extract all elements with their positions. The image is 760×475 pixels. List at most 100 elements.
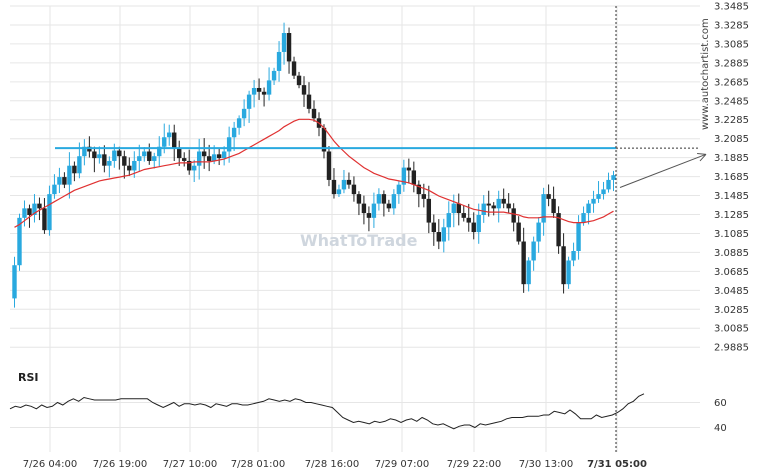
candle [82,139,87,166]
candle [62,172,67,189]
candle [391,189,397,215]
candle [246,90,252,123]
price-axis: 3.3485 3.3285 3.3085 3.2885 3.2685 3.2485 3.22… [714,2,749,354]
candle [561,233,566,294]
candle [591,190,596,213]
candle [416,180,422,208]
candle [32,194,37,223]
x-tick-label: 7/29 07:00 [375,459,429,470]
candle [256,78,262,100]
grid-lines [10,5,700,452]
y-tick-label: 3.1885 [714,153,749,164]
candle [201,138,207,169]
y-tick-label: 3.2885 [714,58,749,69]
candle [12,256,17,308]
candle [311,100,317,122]
candle [172,124,177,162]
candle [556,206,561,254]
candle [261,87,267,107]
y-tick-label: 3.0685 [714,267,749,278]
x-tick-label: 7/31 05:00 [587,459,647,470]
y-tick-label: 3.3285 [714,20,749,31]
candle [596,181,601,203]
x-tick-label: 7/30 13:00 [519,459,573,470]
candle [586,200,591,225]
candle [17,213,22,271]
y-tick-label: 3.3485 [714,2,749,13]
candle [506,193,511,214]
candle [606,172,611,193]
candle [231,121,237,151]
candle [441,218,446,253]
candle [511,203,516,232]
candle [371,192,377,228]
candle [72,161,77,182]
candle [92,146,97,173]
candle [461,205,466,222]
candle [117,146,122,170]
candle [531,236,536,271]
x-tick-label: 7/29 22:00 [447,459,501,470]
x-tick-label: 7/26 19:00 [93,459,147,470]
candle [536,217,541,253]
y-tick-label: 3.1285 [714,210,749,221]
candle [107,156,112,178]
candle [336,184,342,197]
candle [566,256,571,289]
candle [221,146,227,166]
rsi-tick-label: 40 [714,423,727,434]
moving-average-line [14,118,614,228]
candle [491,202,496,216]
candle [251,79,257,108]
candle [241,99,247,127]
rsi-tick-label: 60 [714,398,727,409]
candle [97,146,102,164]
candle [526,257,531,292]
forecast-arrow [619,152,707,188]
candle [182,152,187,167]
y-tick-label: 3.2285 [714,115,749,126]
watermark: WhatToTrade [300,231,418,250]
brand-label: www.autochartist.com [700,18,711,130]
candle [321,124,327,159]
candle [521,227,526,293]
candle [366,206,372,232]
y-tick-label: 3.2685 [714,77,749,88]
candle [376,188,382,211]
y-tick-label: 3.1485 [714,191,749,202]
candle [167,124,172,146]
y-tick-label: 3.1685 [714,172,749,183]
time-axis: 7/26 04:00 7/26 19:00 7/27 10:00 7/28 01:00… [23,459,647,470]
candle [466,203,471,232]
candle [381,190,387,217]
rsi-line [9,393,645,430]
x-tick-label: 7/26 04:00 [23,459,77,470]
candle [346,172,352,189]
candle [571,242,576,267]
candle [286,27,292,74]
candle [396,181,402,204]
candle [516,216,521,245]
candle [576,215,581,260]
candle [52,174,57,199]
candle [191,159,197,183]
candle [546,184,551,207]
candle [122,150,127,179]
candle [356,191,362,216]
candle [471,212,476,240]
candle [57,167,62,194]
candle [326,146,332,187]
candle [541,187,546,236]
x-tick-label: 7/28 16:00 [305,459,359,470]
candle [481,195,486,223]
candle [361,195,367,225]
candle [496,190,501,223]
candle [87,136,92,158]
y-tick-label: 3.0885 [714,248,749,259]
candle [331,168,337,199]
y-tick-label: 3.3085 [714,39,749,50]
y-tick-label: 3.0285 [714,305,749,316]
candle [216,147,222,166]
candle [177,140,182,166]
rsi-axis: 60 40 [714,398,727,434]
